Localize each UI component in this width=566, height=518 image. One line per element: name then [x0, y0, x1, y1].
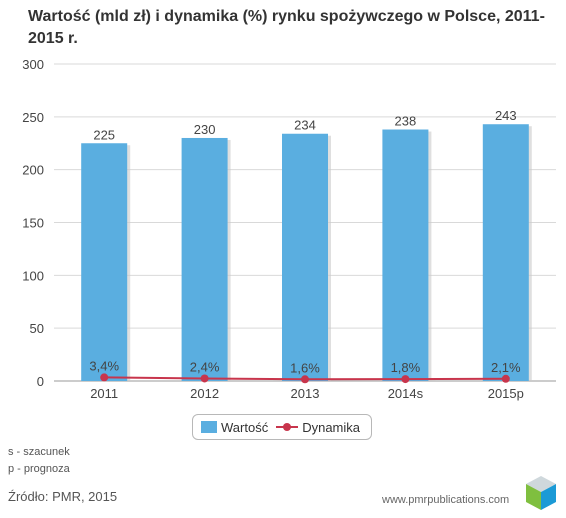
legend-label-dynamika: Dynamika — [302, 419, 360, 435]
x-tick-label: 2015p — [488, 386, 524, 401]
bar-value-label: 238 — [395, 114, 417, 129]
dynamika-point — [301, 375, 309, 384]
y-tick-label: 300 — [22, 57, 44, 72]
dynamika-value-label: 3,4% — [89, 358, 119, 373]
dynamika-value-label: 1,8% — [391, 360, 421, 375]
bar — [81, 143, 128, 381]
y-tick-label: 100 — [22, 268, 44, 283]
x-tick-label: 2013 — [291, 386, 320, 401]
legend-line-swatch — [276, 421, 299, 433]
dynamika-point — [501, 374, 510, 383]
legend-label-wartosc: Wartość — [221, 419, 269, 435]
bar-value-label: 230 — [194, 122, 216, 137]
x-tick-label: 2011 — [90, 386, 118, 401]
bar — [282, 133, 328, 381]
y-tick-label: 50 — [30, 321, 44, 336]
dynamika-point — [100, 373, 109, 382]
legend-bar-swatch — [201, 421, 217, 433]
y-tick-label: 250 — [22, 110, 44, 125]
y-tick-label: 200 — [22, 163, 44, 178]
dynamika-point — [200, 374, 209, 383]
chart-title: Wartość (mld zł) i dynamika (%) rynku sp… — [28, 8, 545, 47]
chart-area: 0 50 100 150 200 250 300 225 2011 230 2012 234 2013 2… — [22, 57, 556, 401]
dynamika-point — [401, 375, 410, 384]
bar — [382, 129, 429, 381]
bar — [181, 137, 228, 381]
bar-value-label: 243 — [495, 108, 517, 123]
site-link[interactable]: www.pmrpublications.com — [382, 494, 510, 506]
x-tick-label: 2014s — [388, 386, 424, 401]
dynamika-value-label: 2,1% — [491, 360, 521, 375]
note-prognoza: p - prognoza — [8, 463, 70, 475]
legend-item-wartosc[interactable]: Wartość — [201, 420, 268, 435]
bar-value-label: 225 — [93, 127, 115, 142]
note-szacunek: s - szacunek — [8, 446, 70, 458]
pmr-logo-icon — [526, 476, 556, 510]
source-text: Źródło: PMR, 2015 — [8, 489, 118, 504]
y-tick-label: 0 — [37, 374, 44, 389]
y-tick-label: 150 — [22, 216, 44, 231]
chart-legend[interactable]: Wartość Dynamika — [192, 414, 372, 440]
dynamika-value-label: 2,4% — [190, 359, 220, 374]
legend-item-dynamika[interactable]: Dynamika — [276, 420, 360, 435]
dynamika-value-label: 1,6% — [290, 360, 320, 375]
x-tick-label: 2012 — [190, 386, 219, 401]
bar-value-label: 234 — [294, 118, 316, 133]
bar — [482, 124, 529, 381]
